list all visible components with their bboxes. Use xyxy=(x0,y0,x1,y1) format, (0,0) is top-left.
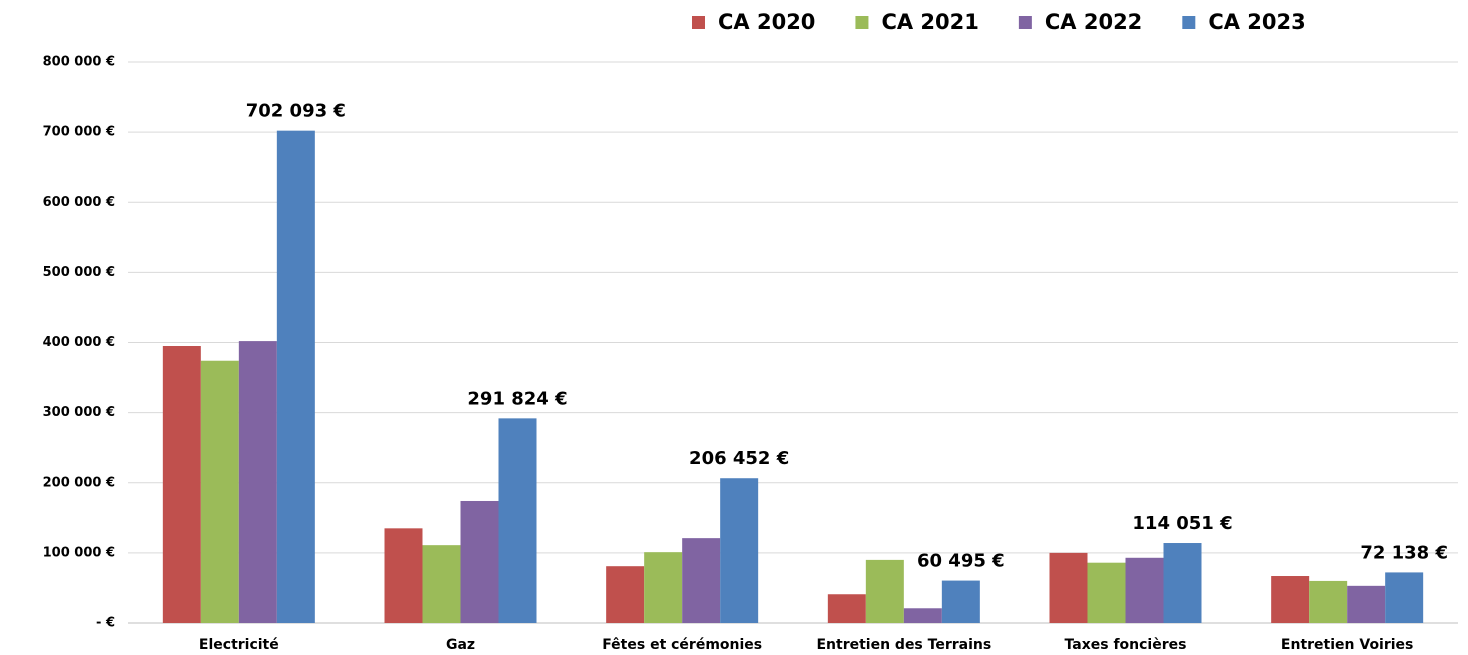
legend-swatch xyxy=(855,16,869,29)
value-label: 291 824 € xyxy=(467,388,567,409)
bar xyxy=(276,130,315,623)
bar xyxy=(1049,552,1088,623)
bar xyxy=(498,418,537,623)
x-tick-label: Entretien Voiries xyxy=(1281,637,1413,653)
y-tick-label: 400 000 € xyxy=(43,335,115,350)
value-label: 702 093 € xyxy=(246,101,346,122)
legend-label: CA 2022 xyxy=(1045,10,1142,34)
y-tick-label: 800 000 € xyxy=(43,55,115,70)
bar xyxy=(460,500,499,623)
legend-swatch xyxy=(1018,16,1032,29)
value-label: 60 495 € xyxy=(917,551,1005,572)
value-label: 72 138 € xyxy=(1360,542,1448,563)
bar xyxy=(1271,576,1310,623)
y-tick-label: 700 000 € xyxy=(43,125,115,140)
bar xyxy=(827,594,866,623)
bar xyxy=(682,538,721,623)
bar xyxy=(200,360,239,623)
y-tick-label: 200 000 € xyxy=(43,475,115,490)
x-tick-label: Gaz xyxy=(446,637,475,653)
y-tick-label: 300 000 € xyxy=(43,405,115,420)
bar xyxy=(644,552,683,623)
value-label: 114 051 € xyxy=(1132,513,1232,534)
y-tick-label: 100 000 € xyxy=(43,545,115,560)
legend-label: CA 2023 xyxy=(1208,10,1305,34)
x-tick-label: Fêtes et cérémonies xyxy=(602,637,762,653)
bar xyxy=(1125,557,1164,623)
x-tick-label: Electricité xyxy=(199,637,279,653)
legend-swatch xyxy=(692,16,705,29)
bar xyxy=(422,545,461,623)
bar xyxy=(1087,562,1126,623)
bar xyxy=(1347,585,1386,623)
bar xyxy=(1385,572,1424,623)
bar xyxy=(606,566,645,623)
bar xyxy=(238,341,277,623)
bar xyxy=(1163,543,1202,623)
bar xyxy=(1309,580,1348,623)
y-tick-label: - € xyxy=(96,616,115,631)
y-tick-label: 600 000 € xyxy=(43,195,115,210)
bar xyxy=(384,528,423,623)
legend-swatch xyxy=(1182,16,1196,29)
legend-label: CA 2021 xyxy=(881,10,978,34)
y-tick-label: 500 000 € xyxy=(43,265,115,280)
bar xyxy=(941,580,980,623)
bar xyxy=(720,478,759,623)
bar xyxy=(903,608,942,623)
x-tick-label: Entretien des Terrains xyxy=(816,637,991,653)
bar xyxy=(162,346,201,623)
legend-label: CA 2020 xyxy=(718,10,815,34)
bar xyxy=(865,559,904,623)
x-tick-label: Taxes foncières xyxy=(1065,637,1187,653)
value-label: 206 452 € xyxy=(689,448,789,469)
